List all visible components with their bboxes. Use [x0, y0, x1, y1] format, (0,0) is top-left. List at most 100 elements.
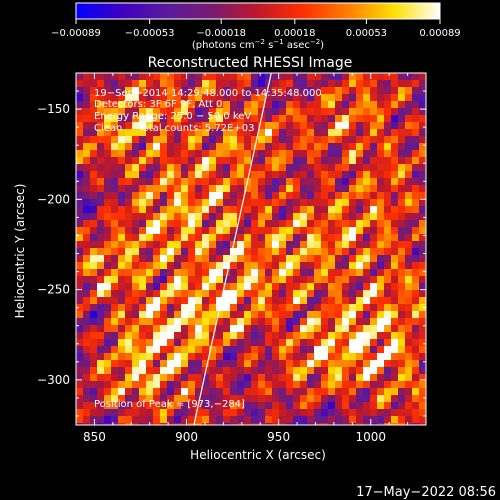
heatmap-cell: [153, 171, 161, 179]
heatmap-cell: [279, 255, 287, 263]
heatmap-cell: [167, 374, 175, 382]
heatmap-cell: [307, 311, 315, 319]
heatmap-cell: [97, 178, 105, 186]
heatmap-cell: [349, 157, 357, 165]
heatmap-cell: [251, 115, 259, 123]
heatmap-cell: [405, 297, 413, 305]
heatmap-cell: [384, 115, 392, 123]
heatmap-cell: [111, 136, 119, 144]
heatmap-cell: [286, 73, 294, 81]
heatmap-cell: [125, 227, 133, 235]
heatmap-cell: [83, 185, 91, 193]
heatmap-cell: [391, 227, 399, 235]
heatmap-cell: [384, 94, 392, 102]
heatmap-cell: [76, 276, 84, 284]
heatmap-cell: [307, 185, 315, 193]
heatmap-cell: [293, 297, 301, 305]
heatmap-cell: [370, 318, 378, 326]
heatmap-cell: [125, 283, 133, 291]
heatmap-cell: [391, 108, 399, 116]
heatmap-cell: [405, 136, 413, 144]
heatmap-cell: [209, 150, 217, 158]
heatmap-cell: [209, 227, 217, 235]
heatmap-cell: [146, 150, 154, 158]
heatmap-cell: [377, 164, 385, 172]
heatmap-cell: [188, 353, 196, 361]
heatmap-cell: [90, 80, 98, 88]
heatmap-cell: [363, 227, 371, 235]
heatmap-cell: [419, 171, 426, 179]
heatmap-cell: [412, 339, 420, 347]
heatmap-cell: [370, 178, 378, 186]
heatmap-cell: [293, 73, 301, 81]
heatmap-cell: [76, 129, 84, 137]
heatmap-cell: [90, 241, 98, 249]
heatmap-cell: [356, 192, 364, 200]
heatmap-cell: [356, 178, 364, 186]
heatmap-cell: [160, 115, 168, 123]
heatmap-cell: [384, 311, 392, 319]
heatmap-cell: [132, 192, 140, 200]
heatmap-cell: [202, 108, 210, 116]
heatmap-cell: [181, 108, 189, 116]
heatmap-cell: [286, 297, 294, 305]
heatmap-cell: [125, 185, 133, 193]
heatmap-cell: [251, 136, 259, 144]
heatmap-cell: [279, 94, 287, 102]
heatmap-cell: [153, 199, 161, 207]
heatmap-cell: [111, 381, 119, 389]
heatmap-cell: [349, 234, 357, 242]
heatmap-cell: [370, 269, 378, 277]
heatmap-cell: [307, 297, 315, 305]
heatmap-cell: [132, 101, 140, 109]
heatmap-cell: [293, 374, 301, 382]
heatmap-cell: [328, 192, 336, 200]
heatmap-cell: [286, 192, 294, 200]
heatmap-cell: [279, 192, 287, 200]
heatmap-cell: [188, 143, 196, 151]
heatmap-cell: [258, 353, 266, 361]
heatmap-cell: [160, 248, 168, 256]
heatmap-cell: [293, 290, 301, 298]
heatmap-cell: [391, 325, 399, 333]
heatmap-cell: [125, 171, 133, 179]
heatmap-cell: [202, 255, 210, 263]
info-line-clean: Clean Total counts: 5.72E+03: [94, 123, 254, 134]
heatmap-cell: [258, 178, 266, 186]
heatmap-cell: [300, 339, 308, 347]
heatmap-cell: [153, 94, 161, 102]
heatmap-cell: [377, 353, 385, 361]
heatmap-cell: [370, 164, 378, 172]
heatmap-cell: [97, 346, 105, 354]
heatmap-cell: [377, 381, 385, 389]
heatmap-cell: [307, 143, 315, 151]
heatmap-cell: [237, 73, 245, 81]
heatmap-cell: [125, 304, 133, 312]
heatmap-cell: [90, 409, 98, 417]
heatmap-cell: [76, 262, 84, 270]
heatmap-cell: [111, 353, 119, 361]
heatmap-cell: [293, 255, 301, 263]
heatmap-cell: [251, 255, 259, 263]
heatmap-cell: [118, 178, 126, 186]
heatmap-cell: [118, 80, 126, 88]
heatmap-cell: [251, 157, 259, 165]
heatmap-cell: [279, 374, 287, 382]
heatmap-cell: [132, 241, 140, 249]
heatmap-cell: [97, 304, 105, 312]
heatmap-cell: [349, 192, 357, 200]
heatmap-cell: [230, 374, 238, 382]
heatmap-cell: [272, 150, 280, 158]
heatmap-cell: [356, 367, 364, 375]
heatmap-cell: [412, 374, 420, 382]
heatmap-cell: [258, 199, 266, 207]
heatmap-cell: [412, 283, 420, 291]
heatmap-cell: [412, 94, 420, 102]
heatmap-cell: [111, 269, 119, 277]
heatmap-cell: [328, 94, 336, 102]
heatmap-cell: [111, 220, 119, 228]
heatmap-cell: [195, 206, 203, 214]
heatmap-cell: [349, 290, 357, 298]
heatmap-cell: [342, 199, 350, 207]
heatmap-cell: [167, 395, 175, 403]
